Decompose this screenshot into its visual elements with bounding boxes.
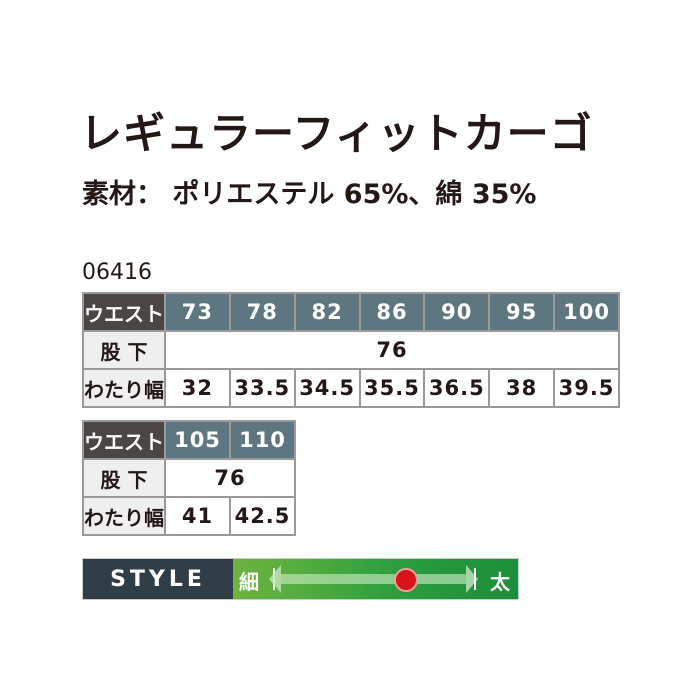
- waist-row: ウエスト 73 78 82 86 90 95 100: [82, 292, 620, 332]
- inseam-row: 股 下 76: [82, 458, 296, 498]
- waist-cell: 95: [488, 292, 556, 332]
- waist-cell: 105: [164, 420, 231, 460]
- waist-label: ウエスト: [82, 292, 166, 332]
- waist-label: ウエスト: [82, 420, 166, 460]
- size-table-1: ウエスト 73 78 82 86 90 95 100 股 下 76 わたり幅 3…: [82, 292, 620, 408]
- waist-cell: 73: [164, 292, 231, 332]
- inseam-cell: 76: [164, 330, 620, 370]
- thick-label: 太: [490, 570, 510, 594]
- thigh-cell: 32: [164, 368, 231, 408]
- waist-row: ウエスト 105 110: [82, 420, 296, 460]
- thin-label: 細: [239, 570, 259, 594]
- thigh-cell: 33.5: [228, 368, 296, 408]
- size-table-2: ウエスト 105 110 股 下 76 わたり幅 41 42.5: [82, 420, 296, 536]
- thigh-cell: 34.5: [293, 368, 361, 408]
- waist-cell: 82: [293, 292, 361, 332]
- material-text: 素材： ポリエステル 65%、綿 35%: [82, 179, 537, 210]
- product-code: 06416: [82, 260, 152, 285]
- inseam-cell: 76: [164, 458, 296, 498]
- thigh-label: わたり幅: [82, 368, 166, 408]
- thigh-cell: 39.5: [553, 368, 620, 408]
- waist-cell: 90: [423, 292, 491, 332]
- product-title: レギュラーフィットカーゴ: [80, 109, 593, 158]
- thigh-label: わたり幅: [82, 496, 166, 536]
- fit-indicator-dot: [393, 568, 418, 592]
- thigh-cell: 41: [164, 496, 231, 536]
- inseam-row: 股 下 76: [82, 330, 620, 370]
- thigh-row: わたり幅 32 33.5 34.5 35.5 36.5 38 39.5: [82, 368, 620, 408]
- style-label: STYLE: [83, 559, 233, 599]
- style-scale: STYLE 細 太: [82, 558, 519, 600]
- thigh-row: わたり幅 41 42.5: [82, 496, 296, 536]
- thigh-cell: 42.5: [229, 496, 296, 536]
- thigh-cell: 36.5: [423, 368, 491, 408]
- right-tick: [474, 568, 476, 590]
- waist-cell: 110: [229, 420, 296, 460]
- inseam-label: 股 下: [82, 330, 166, 370]
- style-bar: 細 太: [233, 559, 518, 599]
- double-arrow-icon: [269, 565, 478, 593]
- inseam-label: 股 下: [82, 458, 166, 498]
- waist-cell: 86: [358, 292, 426, 332]
- waist-cell: 78: [228, 292, 296, 332]
- waist-cell: 100: [553, 292, 620, 332]
- thigh-cell: 38: [488, 368, 556, 408]
- thigh-cell: 35.5: [358, 368, 426, 408]
